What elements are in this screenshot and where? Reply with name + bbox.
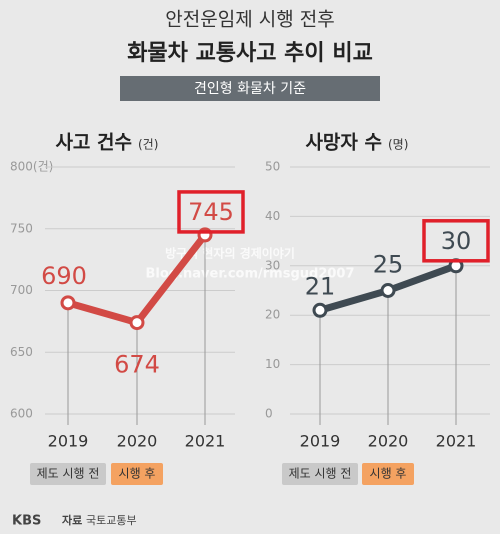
chart-unit: (건) <box>138 138 158 152</box>
value-label: 690 <box>41 262 87 290</box>
headline: 화물차 교통사고 추이 비교 <box>127 41 373 66</box>
chart-title: 사고 건수 <box>55 132 132 154</box>
highlight-box <box>177 190 245 234</box>
badge-label: 제도 시행 전 <box>289 466 352 481</box>
value-label: 674 <box>114 351 160 379</box>
y-tick-label: 600 <box>10 407 33 421</box>
value-label: 21 <box>305 272 336 300</box>
x-tick-label: 2021 <box>185 432 226 451</box>
y-tick-label: 30 <box>265 258 280 272</box>
point <box>312 302 328 318</box>
point <box>129 315 145 331</box>
y-tick-label: 20 <box>265 308 280 322</box>
subtitle-banner <box>120 76 380 101</box>
chart-title: 사망자 수 <box>305 132 382 154</box>
chart-unit: (명) <box>388 138 408 152</box>
badge <box>30 463 106 485</box>
watermark: Blog.naver.com/rmsgud2007 <box>145 267 354 282</box>
y-tick-label: 650 <box>10 345 33 359</box>
y-tick-label: 800(건) <box>10 160 53 174</box>
x-tick-label: 2020 <box>117 432 158 451</box>
badge <box>282 463 358 485</box>
x-tick-label: 2020 <box>368 432 409 451</box>
value-label: 30 <box>441 227 472 255</box>
point <box>60 295 76 311</box>
x-tick-label: 2019 <box>300 432 341 451</box>
x-tick-label: 2019 <box>48 432 89 451</box>
x-tick-label: 2021 <box>436 432 477 451</box>
point <box>380 283 396 298</box>
value-label: 25 <box>373 251 404 279</box>
y-tick-label: 750 <box>10 221 33 235</box>
badge <box>362 463 414 485</box>
y-tick-label: 40 <box>265 209 280 223</box>
badge-label: 제도 시행 전 <box>37 466 100 481</box>
y-tick-label: 10 <box>265 357 280 371</box>
y-tick-label: 0 <box>265 407 273 421</box>
source-label: 자료 <box>62 513 82 527</box>
source: 국토교통부 <box>86 514 137 527</box>
subtitle: 견인형 화물차 기준 <box>194 81 306 97</box>
y-tick-label: 50 <box>265 160 280 174</box>
title: 안전운임제 시행 전후 <box>165 9 334 31</box>
y-tick-label: 700 <box>10 283 33 297</box>
brand: KBS <box>12 514 41 529</box>
badge <box>111 463 163 485</box>
value-label: 745 <box>188 198 234 226</box>
badge-label: 시행 후 <box>119 466 156 481</box>
highlight-box <box>422 219 490 263</box>
badge-label: 시행 후 <box>370 466 407 481</box>
